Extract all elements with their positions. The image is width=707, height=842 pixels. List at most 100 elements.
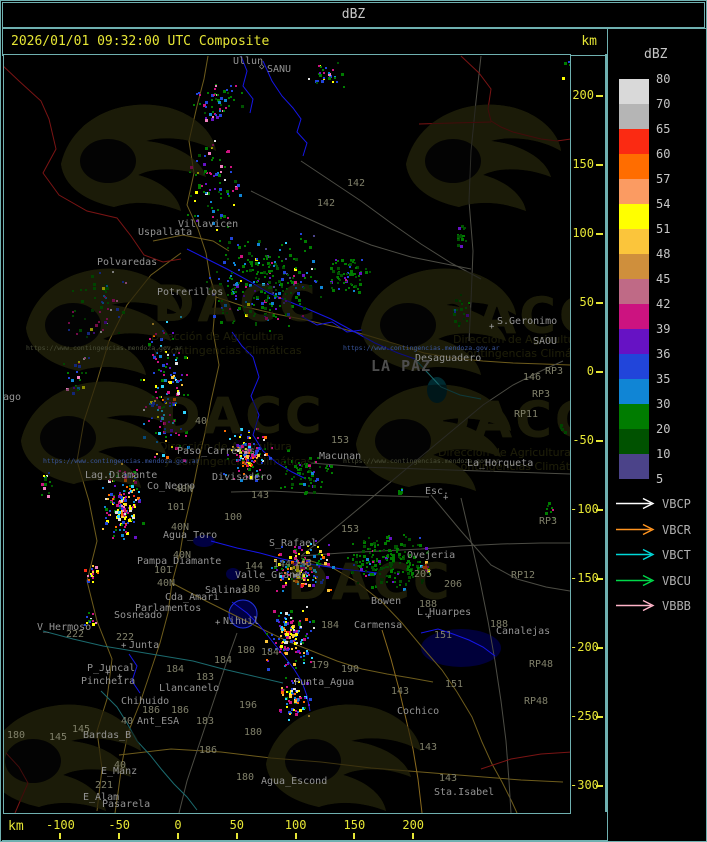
svg-text:DACC: DACC xyxy=(287,553,453,611)
vector-label: VBCP xyxy=(662,497,691,511)
road-number-label: 190 xyxy=(341,664,360,675)
svg-text:Dirección de Agricultura: Dirección de Agricultura xyxy=(453,333,570,346)
road-number-label: 151 xyxy=(434,630,453,641)
right-axis-tick-label: -200 xyxy=(570,640,599,654)
svg-text:Dirección de Agricultura: Dirección de Agricultura xyxy=(453,333,570,346)
map-place-label: Salinas xyxy=(205,585,248,596)
legend-value-label: 42 xyxy=(656,297,671,311)
map-place-label: SAOU xyxy=(533,336,558,347)
road-number-label: 40N xyxy=(157,578,176,589)
map-place-label: Lag.Diamante xyxy=(85,470,158,481)
map-place-label: Ovejeria xyxy=(407,550,456,561)
map-place-label: SANU xyxy=(267,64,292,75)
road-number-label: 222 xyxy=(116,632,135,643)
road-number-label: RP48 xyxy=(529,659,554,670)
svg-text:y Contingencias Climáticas: y Contingencias Climáticas xyxy=(449,347,570,360)
svg-text:y Contingencias Climáticas: y Contingencias Climáticas xyxy=(449,347,570,360)
vector-arrow-icon xyxy=(616,548,655,561)
right-axis-tick xyxy=(596,578,603,580)
bottom-axis-tick xyxy=(118,833,121,839)
road-number-label: 180 xyxy=(236,772,255,783)
road-number-label: 180 xyxy=(7,730,26,741)
road-number-label: 144 xyxy=(273,559,292,570)
vector-label: VBBB xyxy=(662,599,691,613)
legend-value-label: 39 xyxy=(656,322,671,336)
road-number-label: 221 xyxy=(95,780,114,791)
map-place-label: Esc. xyxy=(425,486,450,497)
map-place-label: S_Rafael xyxy=(269,538,318,549)
svg-text:Dirección de Agricultura: Dirección de Agricultura xyxy=(159,440,292,453)
right-axis-tick-label: 100 xyxy=(572,226,594,240)
road-number-label: 143 xyxy=(439,773,458,784)
right-axis-tick xyxy=(596,440,603,442)
legend-value-label: 60 xyxy=(656,147,671,161)
road-number-label: 186 xyxy=(142,705,161,716)
legend-value-label: 5 xyxy=(656,472,664,486)
station-marker: + xyxy=(121,641,127,651)
road-number-label: 101 xyxy=(167,502,186,513)
road-number-label: 188 xyxy=(490,619,509,630)
map-place-label: Parlamentos xyxy=(135,603,202,614)
bottom-axis-tick xyxy=(412,833,415,839)
right-axis-tick-label: -100 xyxy=(570,502,599,516)
map-place-label: Punta_Agua xyxy=(294,677,355,688)
legend-vector-row: VBCR xyxy=(612,523,704,537)
right-axis-tick-label: 200 xyxy=(572,88,594,102)
road-number-label: 142 xyxy=(317,198,336,209)
right-axis-tick-label: -250 xyxy=(570,709,599,723)
legend-value-label: 80 xyxy=(656,72,671,86)
legend-color-block xyxy=(619,154,649,179)
map-place-label: Paso_Carretas xyxy=(177,446,256,457)
road-number-label: 151 xyxy=(445,679,464,690)
road-number-label: 206 xyxy=(444,579,463,590)
right-axis-tick xyxy=(596,647,603,649)
road-number-label: 179 xyxy=(311,660,330,671)
bottom-axis-tick-label: 50 xyxy=(229,818,245,832)
map-place-label: Junta xyxy=(129,640,160,651)
map-place-label: Desaguadero xyxy=(415,353,482,364)
right-axis-tick xyxy=(596,233,603,235)
right-axis-tick-label: 150 xyxy=(572,157,594,171)
bottom-axis-unit: km xyxy=(8,819,24,834)
map-place-label: Pasarela xyxy=(102,799,151,810)
road-number-label: 143 xyxy=(251,490,270,501)
map-place-label: E_Alam xyxy=(83,792,120,803)
bottom-axis-tick xyxy=(294,833,297,839)
svg-text:y Contingencias Climáticas: y Contingencias Climáticas xyxy=(153,344,302,357)
legend-vector-row: VBBB xyxy=(612,599,704,613)
road-number-label: 180 xyxy=(244,727,263,738)
legend-color-block xyxy=(619,354,649,379)
legend-value-label: 48 xyxy=(656,247,671,261)
vector-label: VBCT xyxy=(662,548,691,562)
map-place-label: Valle_Grande xyxy=(235,570,308,581)
road-number-label: 40 xyxy=(114,760,127,771)
legend-value-label: 54 xyxy=(656,197,671,211)
right-axis-tick-label: 0 xyxy=(586,364,594,378)
svg-text:https://www.contingencias.mend: https://www.contingencias.mendoza.gov.ar xyxy=(343,457,500,465)
road-number-label: 101 xyxy=(154,565,173,576)
legend-color-block xyxy=(619,404,649,429)
right-axis-tick xyxy=(596,509,603,511)
map-place-label: Ullun xyxy=(233,56,264,67)
svg-text:Dirección de Agricultura: Dirección de Agricultura xyxy=(151,330,284,343)
map-place-label: Canalejas xyxy=(496,626,551,637)
road-number-label: RP11 xyxy=(514,409,539,420)
legend-value-label: 51 xyxy=(656,222,671,236)
station-marker: + xyxy=(443,493,449,503)
right-axis-tick xyxy=(596,95,603,97)
map-place-label: E_Manz xyxy=(101,766,138,777)
bottom-axis-tick xyxy=(235,833,238,839)
map-place-label: Agua_Toro xyxy=(163,530,218,541)
map-place-label: Carmensa xyxy=(354,620,403,631)
road-number-label: 143 xyxy=(419,742,438,753)
road-number-label: 146 xyxy=(523,372,542,383)
svg-text:DACC: DACC xyxy=(153,275,319,333)
road-number-label: 143 xyxy=(391,686,410,697)
road-number-label: 196 xyxy=(239,700,258,711)
road-number-label: 40N xyxy=(173,550,192,561)
legend-value-label: 57 xyxy=(656,172,671,186)
legend-color-block xyxy=(619,129,649,154)
bottom-axis-tick-label: -100 xyxy=(45,818,75,832)
svg-text:DACC: DACC xyxy=(429,391,570,449)
bottom-axis-tick xyxy=(353,833,356,839)
